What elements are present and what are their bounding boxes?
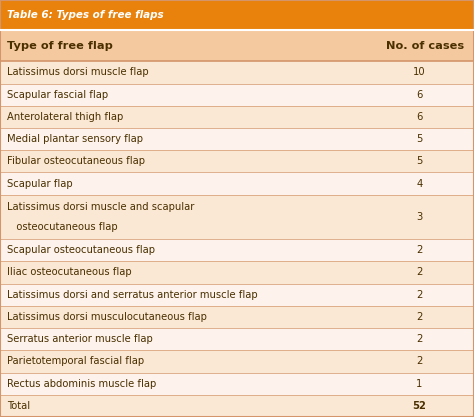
FancyBboxPatch shape (0, 128, 474, 150)
Text: Scapular osteocutaneous flap: Scapular osteocutaneous flap (7, 245, 155, 255)
Text: Scapular fascial flap: Scapular fascial flap (7, 90, 108, 100)
FancyBboxPatch shape (0, 61, 474, 83)
Text: Type of free flap: Type of free flap (7, 41, 113, 50)
Text: 2: 2 (416, 334, 423, 344)
FancyBboxPatch shape (0, 239, 474, 261)
FancyBboxPatch shape (0, 328, 474, 350)
Text: 2: 2 (416, 290, 423, 300)
FancyBboxPatch shape (0, 0, 474, 30)
FancyBboxPatch shape (0, 261, 474, 284)
FancyBboxPatch shape (0, 372, 474, 395)
FancyBboxPatch shape (0, 83, 474, 106)
Text: 1: 1 (416, 379, 423, 389)
Text: Latissimus dorsi muscle flap: Latissimus dorsi muscle flap (7, 68, 149, 78)
Text: 5: 5 (416, 156, 423, 166)
Text: 4: 4 (416, 178, 423, 188)
Text: Iliac osteocutaneous flap: Iliac osteocutaneous flap (7, 267, 132, 277)
FancyBboxPatch shape (0, 150, 474, 173)
Text: 2: 2 (416, 312, 423, 322)
Text: Parietotemporal fascial flap: Parietotemporal fascial flap (7, 357, 144, 367)
FancyBboxPatch shape (0, 195, 474, 239)
FancyBboxPatch shape (0, 284, 474, 306)
Text: 2: 2 (416, 245, 423, 255)
Text: 5: 5 (416, 134, 423, 144)
Text: Latissimus dorsi muscle and scapular: Latissimus dorsi muscle and scapular (7, 202, 194, 212)
Text: 52: 52 (412, 401, 427, 411)
Text: Scapular flap: Scapular flap (7, 178, 73, 188)
Text: 10: 10 (413, 68, 426, 78)
Text: Serratus anterior muscle flap: Serratus anterior muscle flap (7, 334, 153, 344)
FancyBboxPatch shape (0, 306, 474, 328)
Text: 6: 6 (416, 90, 423, 100)
Text: Latissimus dorsi musculocutaneous flap: Latissimus dorsi musculocutaneous flap (7, 312, 207, 322)
Text: Latissimus dorsi and serratus anterior muscle flap: Latissimus dorsi and serratus anterior m… (7, 290, 258, 300)
Text: No. of cases: No. of cases (386, 41, 465, 50)
FancyBboxPatch shape (0, 173, 474, 195)
FancyBboxPatch shape (0, 350, 474, 372)
Text: Table 6: Types of free flaps: Table 6: Types of free flaps (7, 10, 164, 20)
FancyBboxPatch shape (0, 395, 474, 417)
Text: Rectus abdominis muscle flap: Rectus abdominis muscle flap (7, 379, 156, 389)
FancyBboxPatch shape (0, 106, 474, 128)
Text: Anterolateral thigh flap: Anterolateral thigh flap (7, 112, 123, 122)
Text: Medial plantar sensory flap: Medial plantar sensory flap (7, 134, 143, 144)
Text: osteocutaneous flap: osteocutaneous flap (7, 222, 118, 232)
Text: 2: 2 (416, 267, 423, 277)
Text: 2: 2 (416, 357, 423, 367)
Text: Total: Total (7, 401, 30, 411)
FancyBboxPatch shape (0, 30, 474, 61)
Text: 3: 3 (416, 212, 423, 222)
Text: 6: 6 (416, 112, 423, 122)
Text: Fibular osteocutaneous flap: Fibular osteocutaneous flap (7, 156, 145, 166)
